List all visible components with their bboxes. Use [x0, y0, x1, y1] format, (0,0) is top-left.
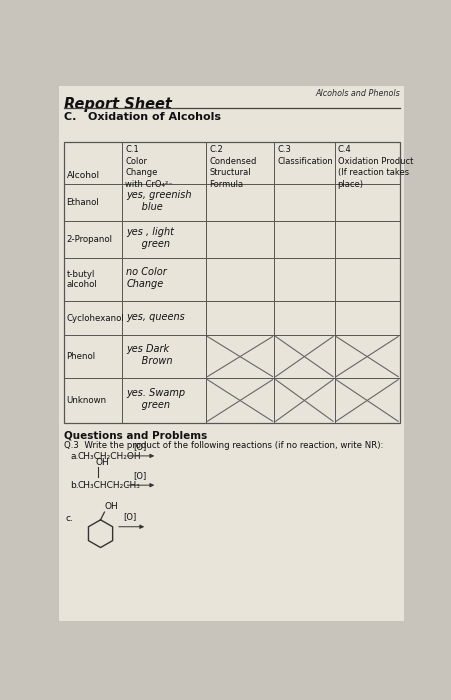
Text: Alcohols and Phenols: Alcohols and Phenols	[315, 89, 400, 97]
Text: Unknown: Unknown	[66, 396, 106, 405]
Text: a.: a.	[70, 452, 79, 461]
Text: Q.3  Write the product of the following reactions (if no reaction, write NR):: Q.3 Write the product of the following r…	[64, 440, 383, 449]
Text: [O]: [O]	[133, 472, 147, 480]
Text: Alcohol: Alcohol	[66, 172, 100, 180]
Text: C.3
Classification: C.3 Classification	[277, 145, 333, 166]
Text: no Color
Change: no Color Change	[126, 267, 167, 289]
Text: 2-Propanol: 2-Propanol	[66, 235, 112, 244]
Text: c.: c.	[66, 514, 74, 523]
Text: yes. Swamp
     green: yes. Swamp green	[126, 388, 185, 409]
Text: yes , light
     green: yes , light green	[126, 228, 174, 248]
Text: yes Dark
     Brown: yes Dark Brown	[126, 344, 173, 366]
Text: [O]: [O]	[124, 512, 137, 522]
Text: OH: OH	[105, 503, 118, 511]
Text: C.4
Oxidation Product
(If reaction takes
place): C.4 Oxidation Product (If reaction takes…	[338, 145, 413, 189]
Text: Phenol: Phenol	[66, 352, 96, 361]
Text: [O]: [O]	[133, 442, 147, 452]
Text: CH₃CH₂CH₂OH: CH₃CH₂CH₂OH	[77, 452, 141, 461]
Text: Report Sheet: Report Sheet	[64, 97, 172, 112]
Text: C.1
Color
Change
with CrO₄²⁻: C.1 Color Change with CrO₄²⁻	[125, 145, 173, 189]
Text: Cyclohexanol: Cyclohexanol	[66, 314, 124, 323]
Text: Questions and Problems: Questions and Problems	[64, 430, 207, 440]
Text: b.: b.	[70, 482, 79, 490]
Text: CH₃CHCH₂CH₃: CH₃CHCH₂CH₃	[77, 482, 140, 490]
Text: yes, greenish
     blue: yes, greenish blue	[126, 190, 192, 212]
Text: Ethanol: Ethanol	[66, 198, 99, 207]
Text: C.   Oxidation of Alcohols: C. Oxidation of Alcohols	[64, 112, 221, 122]
Text: yes, queens: yes, queens	[126, 312, 185, 321]
Text: t-butyl
alcohol: t-butyl alcohol	[66, 270, 97, 289]
Text: C.2
Condensed
Structural
Formula: C.2 Condensed Structural Formula	[209, 145, 257, 189]
Text: OH: OH	[95, 458, 109, 468]
Bar	[64, 141, 400, 423]
